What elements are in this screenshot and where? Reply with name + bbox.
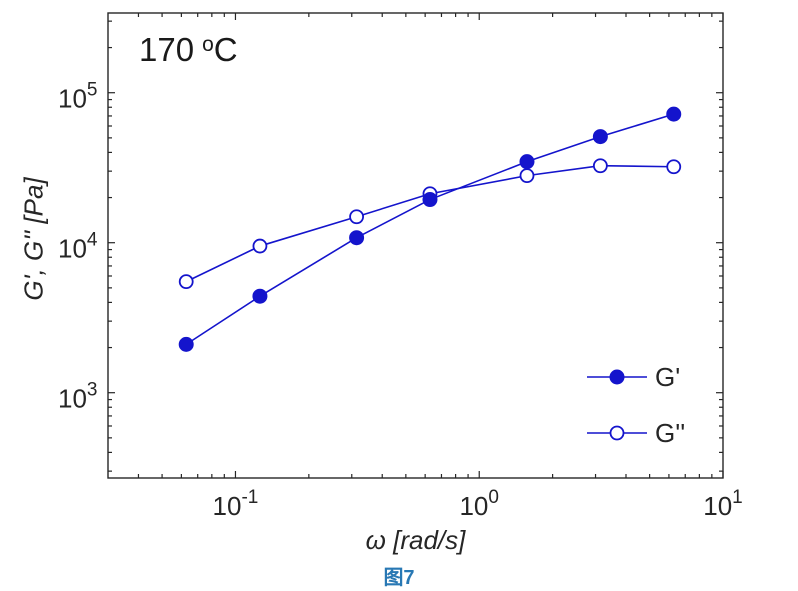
g-double-prime-legend-marker bbox=[587, 425, 647, 441]
g-prime-data-marker bbox=[666, 106, 682, 122]
tick-label: 101 bbox=[703, 487, 743, 521]
g-prime-legend-label: G' bbox=[655, 362, 681, 392]
g-double-prime-data-marker bbox=[592, 158, 608, 174]
g-double-prime-data-marker bbox=[519, 168, 535, 184]
temperature-unit: C bbox=[213, 31, 238, 68]
g-prime-legend-marker bbox=[587, 369, 647, 385]
legend-entry-g-prime: G' bbox=[586, 362, 680, 392]
g-prime-data-marker bbox=[252, 288, 268, 304]
g-double-prime-legend-label: G'' bbox=[655, 418, 686, 448]
g-double-prime-data-marker bbox=[252, 238, 268, 254]
temperature-annotation: 170 oC bbox=[139, 33, 238, 66]
legend-entry-g-double-prime: G'' bbox=[586, 418, 685, 448]
g-prime-data-marker bbox=[178, 336, 194, 352]
tick-label: 103 bbox=[58, 380, 98, 414]
tick-label: 10-1 bbox=[213, 487, 259, 521]
tick-label: 105 bbox=[58, 80, 98, 114]
tick-label: 104 bbox=[58, 230, 98, 264]
plot-box bbox=[107, 12, 724, 479]
g-double-prime-data-marker bbox=[666, 159, 682, 175]
g-double-prime-data-marker bbox=[349, 209, 364, 225]
g-prime-data-marker bbox=[349, 230, 365, 246]
degree-superscript: o bbox=[202, 33, 214, 56]
g-double-prime-data-marker bbox=[178, 274, 194, 290]
g-prime-data-marker bbox=[422, 192, 438, 208]
tick-label: 100 bbox=[459, 487, 499, 521]
x-axis-label: ω [rad/s] bbox=[365, 525, 466, 555]
legend-marker-symbol bbox=[609, 369, 625, 385]
y-axis-label: G', G'' [Pa] bbox=[18, 177, 49, 301]
g-prime-data-marker bbox=[519, 154, 535, 170]
temperature-value: 170 bbox=[139, 31, 195, 68]
legend-marker-symbol bbox=[609, 425, 625, 441]
g-prime-series-line bbox=[185, 113, 674, 346]
g-prime-data-marker bbox=[592, 129, 608, 145]
figure-caption: 图7 bbox=[383, 567, 415, 589]
g-double-prime-series-line bbox=[185, 164, 674, 283]
